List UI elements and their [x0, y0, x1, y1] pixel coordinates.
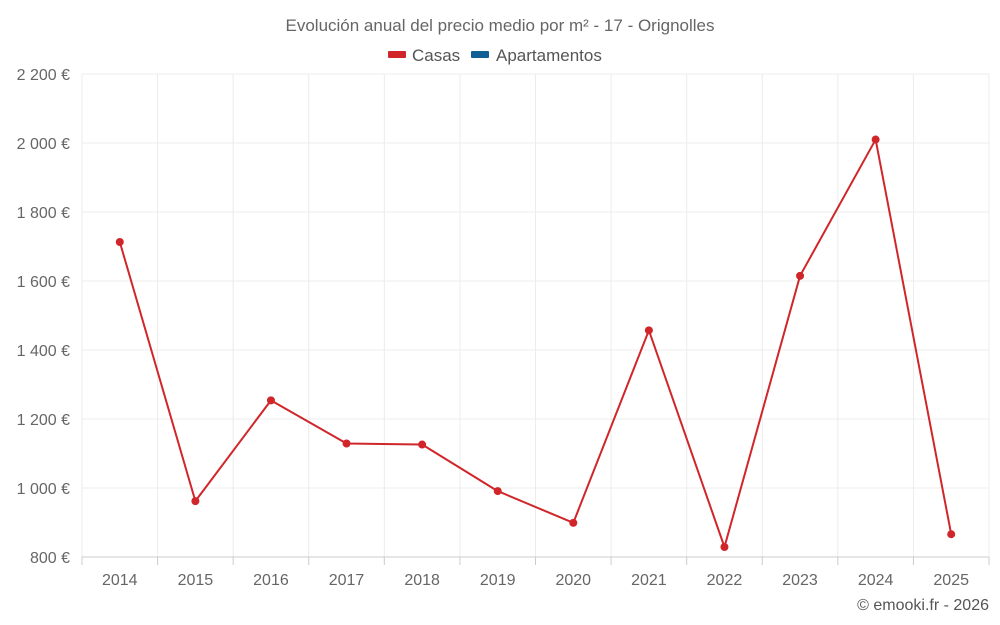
legend-item-apartamentos[interactable]: Apartamentos — [471, 46, 602, 65]
y-axis-ticks: 800 € 1 000 € 1 200 € 1 400 € 1 600 € 1 800 €… — [17, 67, 70, 567]
x-tick-label: 2023 — [782, 572, 818, 589]
grid — [81, 73, 990, 558]
data-point[interactable] — [191, 497, 200, 506]
x-tick-label: 2016 — [253, 572, 289, 589]
legend-item-casas[interactable]: Casas — [388, 46, 460, 65]
x-tick-label: 2018 — [404, 572, 440, 589]
legend-label-apartamentos: Apartamentos — [496, 46, 602, 65]
legend: Casas Apartamentos — [388, 46, 602, 65]
credit-text: © emooki.fr - 2026 — [857, 597, 989, 614]
legend-swatch-casas — [388, 51, 406, 58]
data-point[interactable] — [342, 439, 351, 448]
y-tick-label: 1 400 € — [17, 343, 70, 360]
x-tick-label: 2014 — [102, 572, 138, 589]
data-point[interactable] — [493, 487, 502, 496]
data-point[interactable] — [796, 271, 805, 280]
legend-swatch-apartamentos — [471, 51, 489, 58]
y-tick-label: 1 200 € — [17, 412, 70, 429]
data-point[interactable] — [644, 326, 653, 335]
y-tick-label: 1 600 € — [17, 274, 70, 291]
x-tick-label: 2024 — [858, 572, 894, 589]
data-point[interactable] — [266, 396, 275, 405]
x-tick-label: 2015 — [178, 572, 214, 589]
x-axis-ticks: 2014 2015 2016 2017 2018 2019 2020 2021 2022 2023… — [81, 557, 990, 589]
chart-title: Evolución anual del precio medio por m² … — [286, 16, 715, 35]
x-tick-label: 2020 — [555, 572, 591, 589]
y-tick-label: 1 800 € — [17, 205, 70, 222]
x-tick-label: 2025 — [933, 572, 969, 589]
series-line-casas — [118, 138, 953, 548]
legend-label-casas: Casas — [412, 46, 460, 65]
y-tick-label: 2 200 € — [17, 67, 70, 84]
data-point[interactable] — [569, 518, 578, 527]
data-point[interactable] — [418, 440, 427, 449]
y-tick-label: 2 000 € — [17, 136, 70, 153]
x-tick-label: 2021 — [631, 572, 667, 589]
x-tick-label: 2022 — [707, 572, 743, 589]
y-tick-label: 1 000 € — [17, 481, 70, 498]
x-tick-label: 2017 — [329, 572, 365, 589]
data-point[interactable] — [871, 135, 880, 144]
x-tick-label: 2019 — [480, 572, 516, 589]
series-casas — [115, 135, 956, 551]
data-point[interactable] — [720, 542, 729, 551]
data-point[interactable] — [947, 530, 956, 539]
data-point[interactable] — [115, 238, 124, 247]
y-tick-label: 800 € — [30, 550, 70, 567]
